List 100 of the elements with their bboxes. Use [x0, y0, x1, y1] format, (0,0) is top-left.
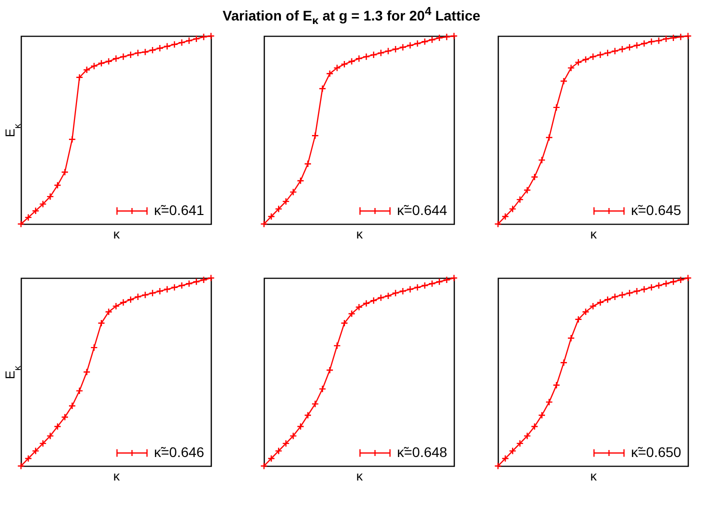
point — [134, 49, 142, 57]
point — [104, 308, 112, 316]
point — [83, 368, 91, 376]
point — [538, 411, 546, 419]
legend-label: κ̃=0.648 — [397, 444, 448, 460]
point — [120, 298, 128, 306]
point — [170, 40, 178, 48]
point — [626, 44, 634, 52]
point — [633, 42, 641, 50]
point — [676, 33, 684, 41]
point — [516, 440, 524, 448]
point — [655, 282, 663, 290]
point — [54, 182, 62, 190]
legend-label: κ̃=0.650 — [631, 444, 682, 460]
point — [362, 300, 370, 308]
x-axis-title: κ — [590, 468, 598, 484]
point — [24, 214, 32, 222]
point — [436, 278, 444, 286]
point — [523, 432, 531, 440]
point — [282, 198, 290, 206]
point — [333, 342, 341, 350]
point — [530, 173, 538, 181]
point — [662, 280, 670, 288]
point — [46, 192, 54, 200]
point — [274, 447, 282, 455]
point — [141, 48, 149, 56]
point — [604, 49, 612, 57]
point — [604, 296, 612, 304]
point — [611, 293, 619, 301]
point — [268, 454, 276, 462]
point — [399, 287, 407, 295]
x-axis-title: κ — [590, 226, 598, 242]
point — [192, 35, 200, 43]
point — [384, 47, 392, 55]
point — [54, 422, 62, 430]
point — [289, 188, 297, 196]
point — [126, 296, 134, 304]
point — [98, 60, 106, 68]
point — [392, 45, 400, 53]
point — [32, 207, 40, 215]
point — [508, 205, 516, 213]
point — [185, 280, 193, 288]
point — [406, 286, 414, 294]
x-axis-title: κ — [113, 226, 120, 242]
point — [355, 303, 363, 311]
point — [318, 84, 326, 92]
point — [618, 291, 626, 299]
point — [178, 282, 186, 290]
legend-label: κ̃=0.644 — [397, 202, 448, 218]
point — [414, 40, 422, 48]
point — [170, 284, 178, 292]
point — [141, 291, 149, 299]
point — [24, 454, 32, 462]
point — [648, 284, 656, 292]
point — [640, 286, 648, 294]
point — [163, 286, 171, 294]
point — [268, 212, 276, 220]
point — [156, 44, 164, 52]
point — [648, 38, 656, 46]
point — [112, 302, 120, 310]
point — [538, 156, 546, 164]
point — [428, 280, 436, 288]
point — [98, 319, 106, 327]
point — [282, 440, 290, 448]
point — [406, 42, 414, 50]
point — [61, 168, 69, 176]
x-axis-title: κ — [113, 468, 120, 484]
point — [523, 186, 531, 194]
point — [83, 66, 91, 74]
point — [76, 387, 84, 395]
point — [304, 160, 312, 168]
legend-label: κ̃=0.641 — [154, 202, 204, 218]
point — [670, 278, 678, 286]
point — [318, 385, 326, 393]
point — [76, 74, 84, 82]
point — [148, 46, 156, 54]
point — [428, 36, 436, 44]
point — [626, 289, 634, 297]
legend-label: κ̃=0.646 — [154, 444, 204, 460]
point — [582, 308, 590, 316]
point — [348, 58, 356, 66]
point — [39, 200, 47, 208]
point — [370, 51, 378, 59]
point — [596, 298, 604, 306]
point — [61, 413, 69, 421]
point — [326, 366, 334, 374]
point — [436, 34, 444, 42]
point — [362, 52, 370, 60]
point — [560, 358, 568, 366]
point — [377, 49, 385, 57]
point — [104, 58, 112, 66]
point — [384, 292, 392, 300]
point — [304, 411, 312, 419]
point — [39, 440, 47, 448]
point — [662, 35, 670, 43]
point — [32, 447, 40, 455]
point — [163, 42, 171, 50]
point — [552, 381, 560, 389]
point — [311, 400, 319, 408]
point — [46, 432, 54, 440]
